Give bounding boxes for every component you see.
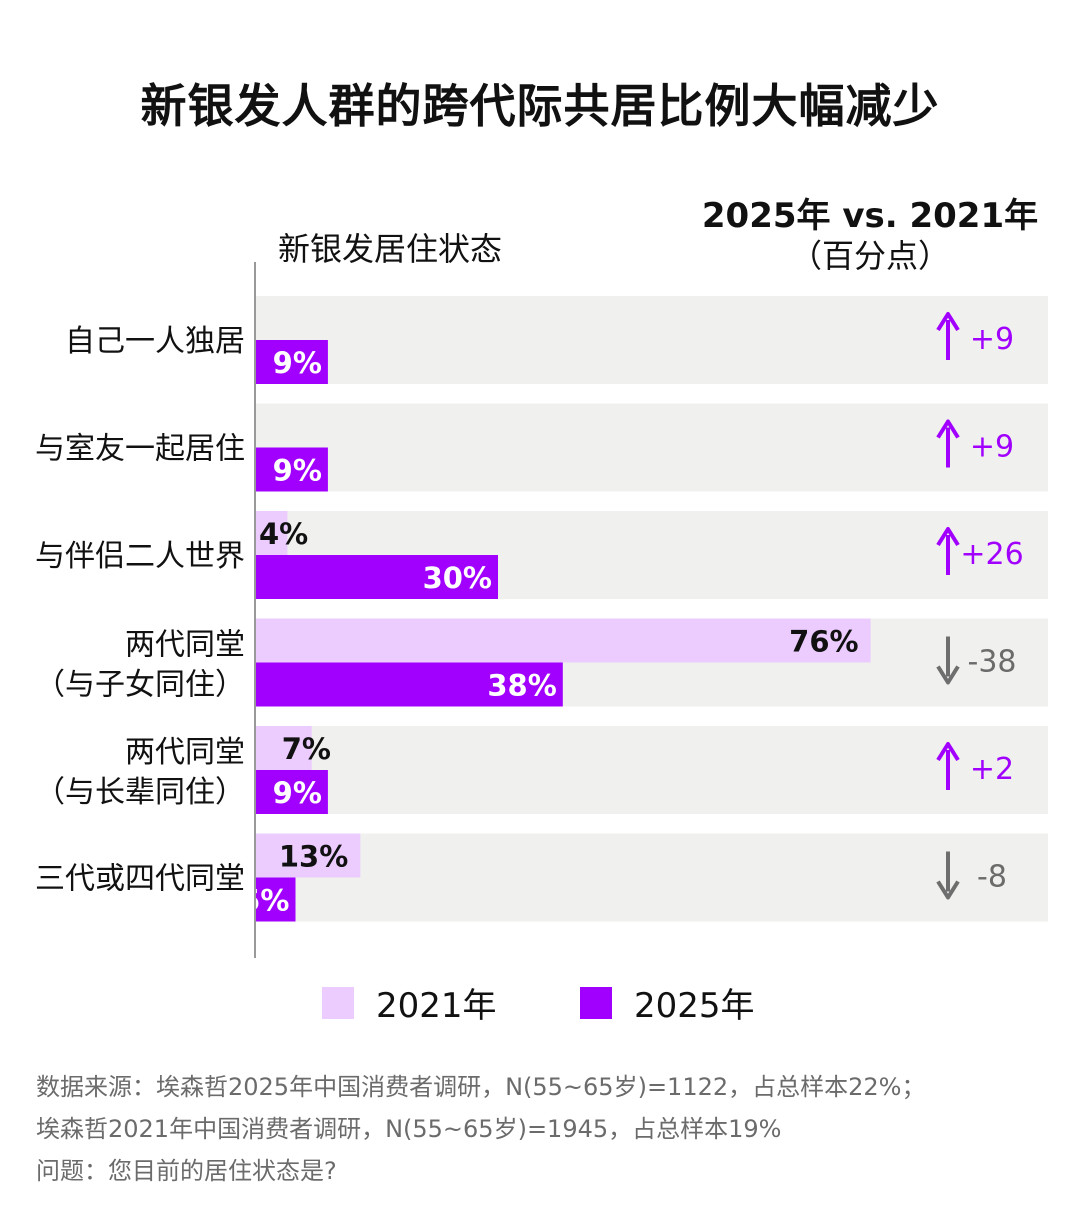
data-label-2021-5: 13% xyxy=(279,840,348,874)
row-background-1 xyxy=(255,403,1048,492)
bar-2025-0 xyxy=(255,340,328,384)
row-background-4 xyxy=(255,726,1048,814)
bar-2025-4 xyxy=(255,770,328,814)
source-note: 数据来源：埃森哲2025年中国消费者调研，N(55~65岁)=1122，占总样本… xyxy=(36,1066,1056,1192)
bar-2021-4 xyxy=(255,726,312,770)
delta-value-5: -8 xyxy=(977,860,1007,895)
delta-column-header: 2025年 vs. 2021年 （百分点） xyxy=(690,196,1050,276)
category-label-0: 自己一人独居 xyxy=(65,324,245,359)
chart-title: 新银发人群的跨代际共居比例大幅减少 xyxy=(140,79,940,133)
row-background-0 xyxy=(255,296,1048,384)
source-line-2: 埃森哲2021年中国消费者调研，N(55~65岁)=1945，占总样本19% xyxy=(36,1115,782,1143)
row-background-5 xyxy=(255,833,1048,922)
delta-header-line1: 2025年 vs. 2021年 xyxy=(701,196,1039,236)
bar-chart: 自己一人独居 9% +9 与室友一起居住 9% +9 与伴侣二人世界 4% 30% +26 两代同堂… xyxy=(35,262,1048,958)
bar-2021-3 xyxy=(255,618,871,663)
data-label-2025-4: 9% xyxy=(273,776,322,810)
delta-value-0: +9 xyxy=(970,322,1014,357)
category-label-3-line2: （与子女同住） xyxy=(35,668,245,703)
category-label-4-line2: （与长辈同住） xyxy=(35,775,245,810)
data-label-2025-2: 30% xyxy=(423,561,492,595)
bar-2025-3 xyxy=(255,662,563,707)
delta-value-1: +9 xyxy=(970,430,1014,465)
legend-item-2021: 2021年 xyxy=(322,978,497,1027)
delta-value-3: -38 xyxy=(968,645,1017,680)
bar-2021-2 xyxy=(255,511,288,555)
source-line-3: 问题：您目前的居住状态是? xyxy=(36,1157,337,1185)
delta-arrow-up-icon-0 xyxy=(936,312,960,332)
category-label-2: 与伴侣二人世界 xyxy=(35,539,245,574)
delta-arrow-up-icon-4 xyxy=(936,742,960,762)
bar-2025-5 xyxy=(255,877,296,922)
data-label-2025-3: 38% xyxy=(487,669,556,703)
delta-value-4: +2 xyxy=(970,752,1014,787)
bar-2025-2 xyxy=(255,555,498,599)
bar-2025-1 xyxy=(255,447,328,492)
delta-arrow-up-icon-2 xyxy=(936,527,960,547)
data-label-2021-2: 4% xyxy=(259,517,308,551)
data-label-2025-1: 9% xyxy=(273,454,322,488)
legend-label-2025: 2025年 xyxy=(634,986,755,1026)
category-label-4-line1: 两代同堂 xyxy=(125,735,245,770)
source-line-1: 数据来源：埃森哲2025年中国消费者调研，N(55~65岁)=1122，占总样本… xyxy=(36,1073,926,1101)
delta-value-2: +26 xyxy=(960,537,1023,572)
data-label-2021-3: 76% xyxy=(789,625,858,659)
category-label-1: 与室友一起居住 xyxy=(35,432,245,467)
delta-arrow-down-icon-3 xyxy=(936,665,960,685)
legend-swatch-2021 xyxy=(322,986,354,1019)
delta-header-line2: （百分点） xyxy=(789,237,950,275)
legend-item-2025: 2025年 xyxy=(580,978,755,1027)
legend: 2021年 2025年 xyxy=(0,978,1080,1028)
category-label-3-line1: 两代同堂 xyxy=(125,628,245,663)
bar-2021-5 xyxy=(255,833,361,878)
delta-arrow-up-icon-1 xyxy=(936,419,960,439)
category-label-5: 三代或四代同堂 xyxy=(35,862,245,897)
data-label-2025-0: 9% xyxy=(273,346,322,380)
delta-arrow-down-icon-5 xyxy=(936,880,960,900)
category-column-header: 新银发居住状态 xyxy=(278,230,503,268)
data-label-2025-5: 5% xyxy=(240,884,289,918)
legend-swatch-2025 xyxy=(580,986,612,1019)
legend-label-2021: 2021年 xyxy=(376,986,497,1026)
data-label-2021-4: 7% xyxy=(282,732,331,766)
